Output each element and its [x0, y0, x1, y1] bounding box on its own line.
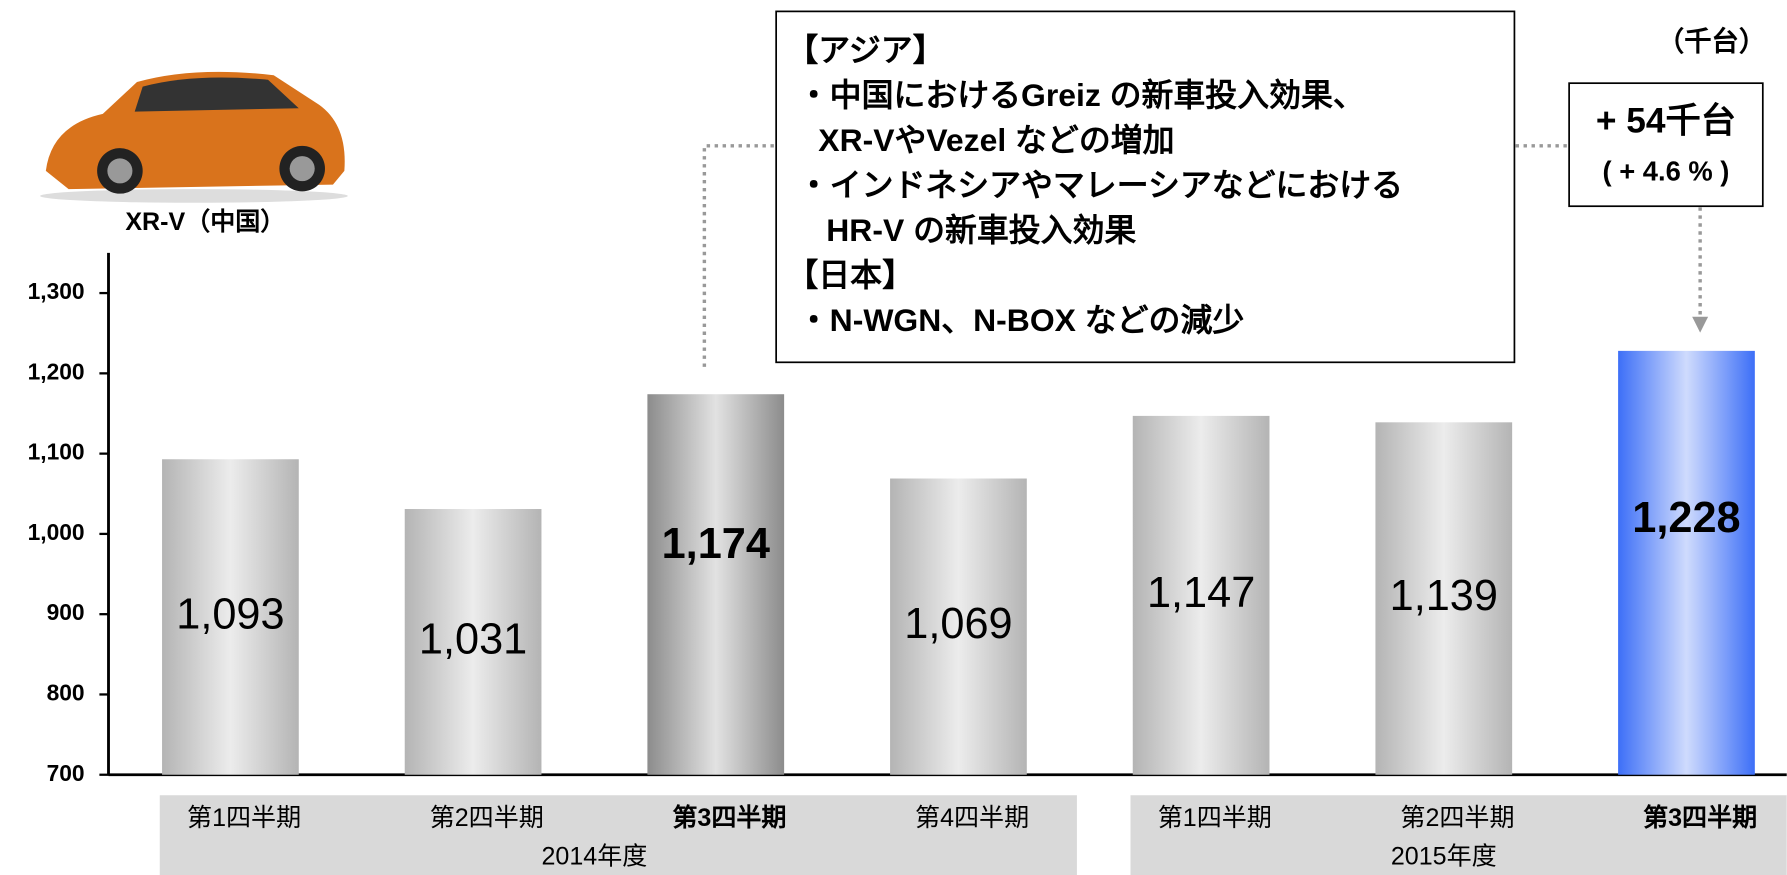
value-label: 1,174: [662, 520, 770, 568]
arrow-head: [1692, 316, 1709, 333]
y-tick-label: 800: [47, 679, 85, 705]
x-tick-label: 第3四半期: [672, 803, 786, 832]
value-label: 1,069: [904, 600, 1012, 648]
unit-label: （千台）: [1657, 26, 1766, 57]
car-image: [40, 71, 348, 203]
bar: [162, 459, 299, 775]
note-line: ・N-WGN、N-BOX などの減少: [798, 302, 1245, 338]
note-line: ・インドネシアやマレーシアなどにおける: [798, 167, 1403, 203]
x-tick-label: 第3四半期: [1643, 803, 1757, 832]
connector: [702, 144, 1702, 367]
group-label: 2015年度: [1391, 843, 1497, 871]
image-caption: XR-V（中国）: [125, 207, 285, 236]
x-tick-label: 第1四半期: [1158, 804, 1272, 832]
note-line: 【日本】: [786, 257, 914, 293]
change-box: [1568, 82, 1764, 208]
bar: [404, 509, 542, 775]
y-tick-label: 1,000: [28, 519, 85, 545]
value-label: 1,031: [419, 615, 527, 663]
y-tick-label: 1,200: [28, 358, 85, 384]
group-band: [1130, 795, 1787, 875]
x-tick-label: 第1四半期: [187, 804, 301, 832]
group-label: 2014年度: [542, 843, 648, 871]
note-line: ・中国におけるGreiz の新車投入効果、: [798, 77, 1365, 113]
x-tick-label: 第4四半期: [915, 804, 1029, 832]
note-line: XR-VやVezel などの増加: [818, 122, 1174, 158]
bar: [1375, 422, 1513, 775]
x-tick-label: 第2四半期: [1400, 804, 1514, 832]
bar: [1618, 350, 1755, 775]
note-box: [775, 10, 1516, 364]
value-label: 1,093: [176, 590, 284, 638]
y-tick-label: 900: [47, 599, 85, 625]
y-tick-label: 1,300: [28, 278, 85, 304]
note-line: HR-V の新車投入効果: [826, 212, 1136, 248]
note-line: 【アジア】: [786, 32, 944, 68]
value-label: 1,147: [1147, 569, 1255, 617]
x-tick-label: 第2四半期: [430, 804, 544, 832]
y-tick-label: 1,100: [28, 439, 85, 465]
change-label: + 54千台: [1596, 101, 1736, 140]
bar: [890, 478, 1027, 775]
group-band: [159, 795, 1077, 875]
value-label: 1,139: [1390, 572, 1498, 620]
change-pct-label: ( + 4.6 % ): [1603, 155, 1730, 186]
y-tick-label: 700: [47, 760, 85, 786]
value-label: 1,228: [1632, 494, 1740, 542]
bar: [647, 394, 785, 775]
bar: [1132, 415, 1270, 775]
